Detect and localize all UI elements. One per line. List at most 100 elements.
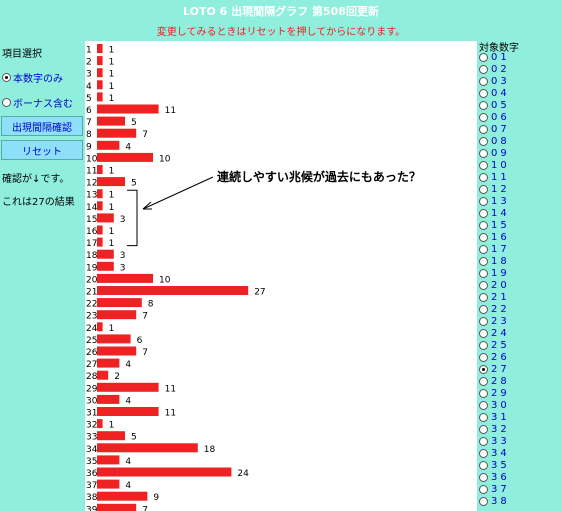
bar xyxy=(97,189,103,199)
value-label: 1 xyxy=(109,203,115,213)
number-option-25[interactable]: 25 xyxy=(479,339,510,351)
radio-circle-icon[interactable] xyxy=(479,472,488,482)
radio-circle-icon[interactable] xyxy=(479,220,488,230)
radio-circle-icon[interactable] xyxy=(479,112,488,122)
radio-circle-icon[interactable] xyxy=(479,172,488,182)
arrowhead-icon xyxy=(142,201,152,210)
radio-circle-icon[interactable] xyxy=(479,268,488,278)
number-option-17[interactable]: 17 xyxy=(479,243,510,255)
number-option-13[interactable]: 13 xyxy=(479,195,510,207)
radio-circle-icon[interactable] xyxy=(479,124,488,134)
radio-circle-icon[interactable] xyxy=(479,100,488,110)
radio-circle-icon[interactable] xyxy=(479,196,488,206)
radio-circle-icon[interactable] xyxy=(479,184,488,194)
radio-circle-icon[interactable] xyxy=(479,376,488,386)
number-option-20[interactable]: 20 xyxy=(479,279,510,291)
value-label: 24 xyxy=(237,469,249,479)
radio-circle-icon[interactable] xyxy=(479,256,488,266)
radio-circle-icon[interactable] xyxy=(479,436,488,446)
number-option-14[interactable]: 14 xyxy=(479,207,510,219)
bar xyxy=(97,68,103,78)
number-option-08[interactable]: 08 xyxy=(479,135,510,147)
number-option-07[interactable]: 07 xyxy=(479,123,510,135)
radio-circle-icon[interactable] xyxy=(2,98,11,107)
category-label: 33 xyxy=(86,433,97,443)
number-option-label: 19 xyxy=(491,267,510,279)
number-option-35[interactable]: 35 xyxy=(479,459,510,471)
number-option-28[interactable]: 28 xyxy=(479,375,510,387)
radio-main-numbers[interactable]: 本数字のみ xyxy=(2,70,63,85)
number-option-24[interactable]: 24 xyxy=(479,327,510,339)
reset-button[interactable]: リセット xyxy=(1,140,83,160)
number-option-19[interactable]: 19 xyxy=(479,267,510,279)
number-option-02[interactable]: 02 xyxy=(479,63,510,75)
radio-circle-icon[interactable] xyxy=(479,292,488,302)
category-label: 13 xyxy=(86,191,97,201)
number-option-21[interactable]: 21 xyxy=(479,291,510,303)
radio-circle-icon[interactable] xyxy=(479,316,488,326)
radio-circle-icon[interactable] xyxy=(479,148,488,158)
number-option-15[interactable]: 15 xyxy=(479,219,510,231)
radio-circle-icon[interactable] xyxy=(479,328,488,338)
number-option-03[interactable]: 03 xyxy=(479,75,510,87)
number-option-29[interactable]: 29 xyxy=(479,387,510,399)
radio-circle-icon[interactable] xyxy=(479,340,488,350)
radio-circle-icon[interactable] xyxy=(479,76,488,86)
radio-dot-icon[interactable] xyxy=(479,364,488,374)
bar xyxy=(97,225,103,235)
number-option-31[interactable]: 31 xyxy=(479,411,510,423)
number-option-22[interactable]: 22 xyxy=(479,303,510,315)
value-label: 3 xyxy=(120,215,126,225)
radio-include-bonus[interactable]: ボーナス含む xyxy=(2,95,73,110)
number-option-38[interactable]: 38 xyxy=(479,495,510,507)
category-label: 20 xyxy=(86,275,98,285)
number-option-30[interactable]: 30 xyxy=(479,399,510,411)
radio-circle-icon[interactable] xyxy=(479,52,488,62)
number-option-32[interactable]: 32 xyxy=(479,423,510,435)
value-label: 1 xyxy=(109,227,115,237)
confirm-interval-button[interactable]: 出現間隔確認 xyxy=(1,116,83,136)
number-option-06[interactable]: 06 xyxy=(479,111,510,123)
radio-circle-icon[interactable] xyxy=(479,388,488,398)
number-option-34[interactable]: 34 xyxy=(479,447,510,459)
category-label: 9 xyxy=(86,142,92,152)
category-label: 16 xyxy=(86,227,98,237)
radio-circle-icon[interactable] xyxy=(479,448,488,458)
number-option-36[interactable]: 36 xyxy=(479,471,510,483)
radio-circle-icon[interactable] xyxy=(479,352,488,362)
number-option-05[interactable]: 05 xyxy=(479,99,510,111)
radio-circle-icon[interactable] xyxy=(479,412,488,422)
number-option-01[interactable]: 01 xyxy=(479,51,510,63)
radio-circle-icon[interactable] xyxy=(479,304,488,314)
number-option-12[interactable]: 12 xyxy=(479,183,510,195)
number-option-16[interactable]: 16 xyxy=(479,231,510,243)
number-option-26[interactable]: 26 xyxy=(479,351,510,363)
number-option-18[interactable]: 18 xyxy=(479,255,510,267)
radio-circle-icon[interactable] xyxy=(479,280,488,290)
bar xyxy=(97,455,120,465)
radio-circle-icon[interactable] xyxy=(479,244,488,254)
radio-circle-icon[interactable] xyxy=(479,64,488,74)
radio-circle-icon[interactable] xyxy=(479,136,488,146)
radio-circle-icon[interactable] xyxy=(479,496,488,506)
bar xyxy=(97,346,137,356)
radio-circle-icon[interactable] xyxy=(479,460,488,470)
radio-circle-icon[interactable] xyxy=(479,160,488,170)
radio-circle-icon[interactable] xyxy=(479,424,488,434)
number-option-33[interactable]: 33 xyxy=(479,435,510,447)
number-option-37[interactable]: 37 xyxy=(479,483,510,495)
radio-circle-icon[interactable] xyxy=(479,400,488,410)
radio-circle-icon[interactable] xyxy=(479,484,488,494)
bar xyxy=(97,128,137,138)
radio-dot-icon[interactable] xyxy=(2,73,11,82)
number-option-11[interactable]: 11 xyxy=(479,171,510,183)
radio-circle-icon[interactable] xyxy=(479,88,488,98)
number-option-09[interactable]: 09 xyxy=(479,147,510,159)
radio-circle-icon[interactable] xyxy=(479,232,488,242)
number-option-10[interactable]: 10 xyxy=(479,159,510,171)
radio-circle-icon[interactable] xyxy=(479,208,488,218)
number-option-27[interactable]: 27 xyxy=(479,363,510,375)
bar xyxy=(97,80,103,90)
number-option-04[interactable]: 04 xyxy=(479,87,510,99)
number-option-23[interactable]: 23 xyxy=(479,315,510,327)
